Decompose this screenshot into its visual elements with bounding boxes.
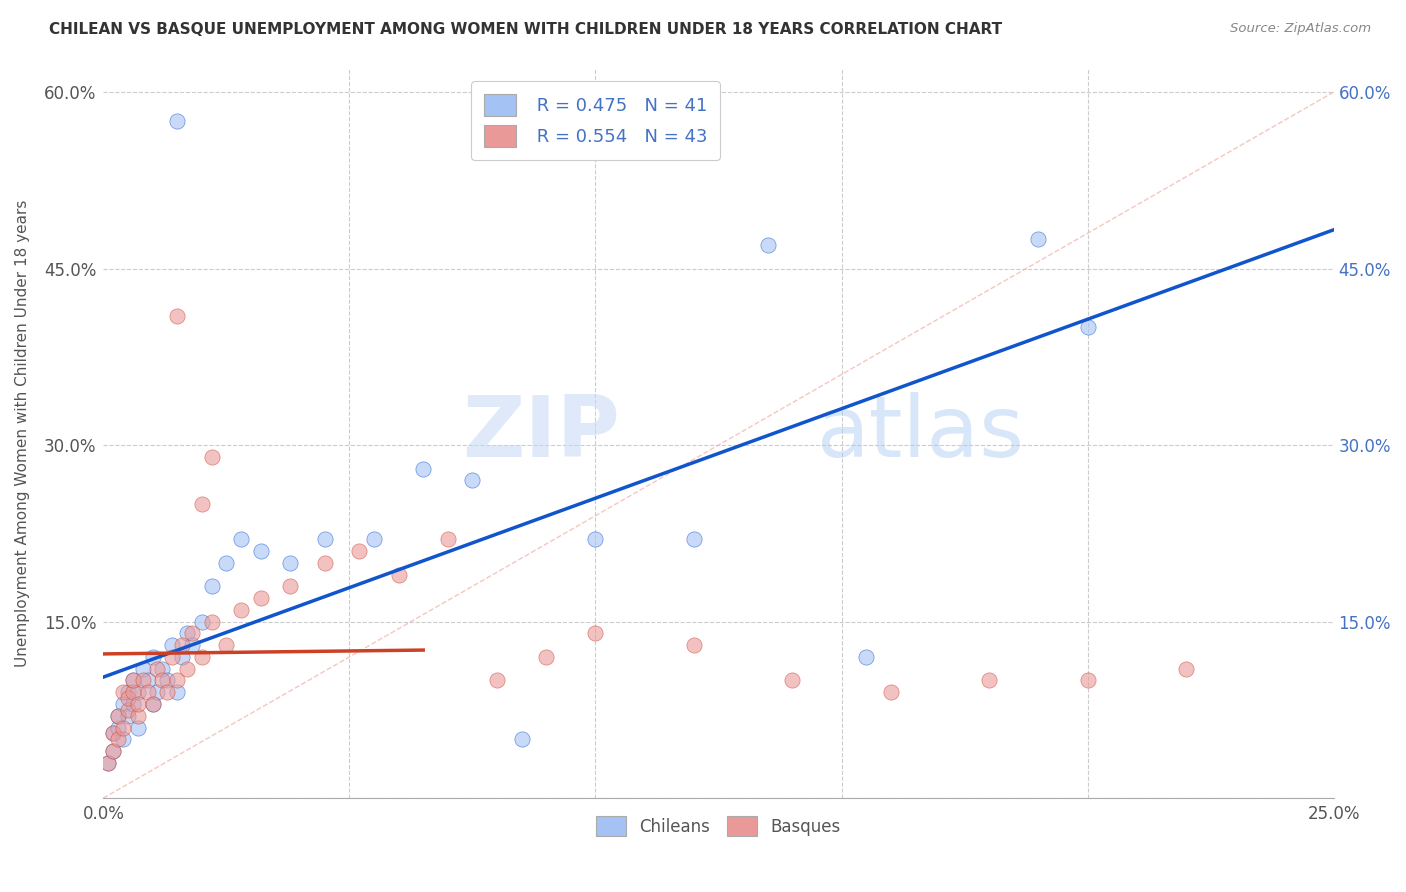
Text: Source: ZipAtlas.com: Source: ZipAtlas.com bbox=[1230, 22, 1371, 36]
Point bbox=[536, 649, 558, 664]
Point bbox=[111, 732, 134, 747]
Point bbox=[166, 685, 188, 699]
Point bbox=[280, 556, 302, 570]
Legend: Chileans, Basques: Chileans, Basques bbox=[588, 807, 849, 845]
Point bbox=[156, 673, 179, 688]
Point bbox=[141, 697, 163, 711]
Point bbox=[170, 638, 193, 652]
Point bbox=[121, 673, 143, 688]
Point bbox=[136, 673, 159, 688]
Point bbox=[585, 533, 607, 547]
Point bbox=[1077, 673, 1099, 688]
Point bbox=[121, 685, 143, 699]
Point bbox=[121, 673, 143, 688]
Point bbox=[437, 533, 460, 547]
Text: CHILEAN VS BASQUE UNEMPLOYMENT AMONG WOMEN WITH CHILDREN UNDER 18 YEARS CORRELAT: CHILEAN VS BASQUE UNEMPLOYMENT AMONG WOM… bbox=[49, 22, 1002, 37]
Point bbox=[215, 556, 238, 570]
Point bbox=[880, 685, 903, 699]
Point bbox=[97, 756, 120, 770]
Point bbox=[180, 626, 202, 640]
Point bbox=[314, 556, 336, 570]
Point bbox=[117, 685, 139, 699]
Point bbox=[127, 708, 149, 723]
Point bbox=[249, 544, 271, 558]
Point bbox=[101, 726, 124, 740]
Point bbox=[160, 638, 183, 652]
Point bbox=[136, 685, 159, 699]
Point bbox=[141, 649, 163, 664]
Point bbox=[141, 697, 163, 711]
Point bbox=[979, 673, 1001, 688]
Point bbox=[200, 450, 222, 464]
Point bbox=[683, 638, 706, 652]
Point bbox=[190, 649, 212, 664]
Point bbox=[146, 685, 169, 699]
Point bbox=[101, 726, 124, 740]
Point bbox=[107, 721, 129, 735]
Point bbox=[1175, 662, 1198, 676]
Point bbox=[349, 544, 371, 558]
Y-axis label: Unemployment Among Women with Children Under 18 years: Unemployment Among Women with Children U… bbox=[15, 200, 30, 667]
Point bbox=[117, 708, 139, 723]
Point bbox=[166, 309, 188, 323]
Point bbox=[229, 603, 252, 617]
Point bbox=[111, 685, 134, 699]
Point bbox=[150, 673, 173, 688]
Point bbox=[461, 474, 484, 488]
Point bbox=[97, 756, 120, 770]
Point bbox=[1028, 232, 1050, 246]
Point bbox=[585, 626, 607, 640]
Point bbox=[111, 697, 134, 711]
Point bbox=[215, 638, 238, 652]
Point bbox=[363, 533, 385, 547]
Point bbox=[111, 721, 134, 735]
Point bbox=[127, 685, 149, 699]
Point bbox=[166, 673, 188, 688]
Point bbox=[131, 673, 153, 688]
Point bbox=[170, 649, 193, 664]
Point bbox=[146, 662, 169, 676]
Point bbox=[107, 708, 129, 723]
Point bbox=[156, 685, 179, 699]
Point bbox=[150, 662, 173, 676]
Point bbox=[486, 673, 509, 688]
Point bbox=[176, 626, 198, 640]
Point bbox=[107, 708, 129, 723]
Point bbox=[176, 662, 198, 676]
Point bbox=[131, 662, 153, 676]
Point bbox=[121, 697, 143, 711]
Point bbox=[101, 744, 124, 758]
Point bbox=[117, 691, 139, 706]
Point bbox=[200, 615, 222, 629]
Point bbox=[683, 533, 706, 547]
Point bbox=[127, 721, 149, 735]
Text: ZIP: ZIP bbox=[463, 392, 620, 475]
Point bbox=[190, 497, 212, 511]
Point bbox=[855, 649, 877, 664]
Text: atlas: atlas bbox=[817, 392, 1025, 475]
Point bbox=[249, 591, 271, 605]
Point bbox=[190, 615, 212, 629]
Point bbox=[200, 579, 222, 593]
Point bbox=[1077, 320, 1099, 334]
Point bbox=[117, 703, 139, 717]
Point bbox=[127, 697, 149, 711]
Point bbox=[160, 649, 183, 664]
Point bbox=[180, 638, 202, 652]
Point bbox=[166, 114, 188, 128]
Point bbox=[782, 673, 804, 688]
Point bbox=[314, 533, 336, 547]
Point bbox=[101, 744, 124, 758]
Point bbox=[280, 579, 302, 593]
Point bbox=[510, 732, 533, 747]
Point bbox=[229, 533, 252, 547]
Point bbox=[388, 567, 411, 582]
Point bbox=[412, 461, 434, 475]
Point bbox=[756, 238, 779, 252]
Point bbox=[107, 732, 129, 747]
